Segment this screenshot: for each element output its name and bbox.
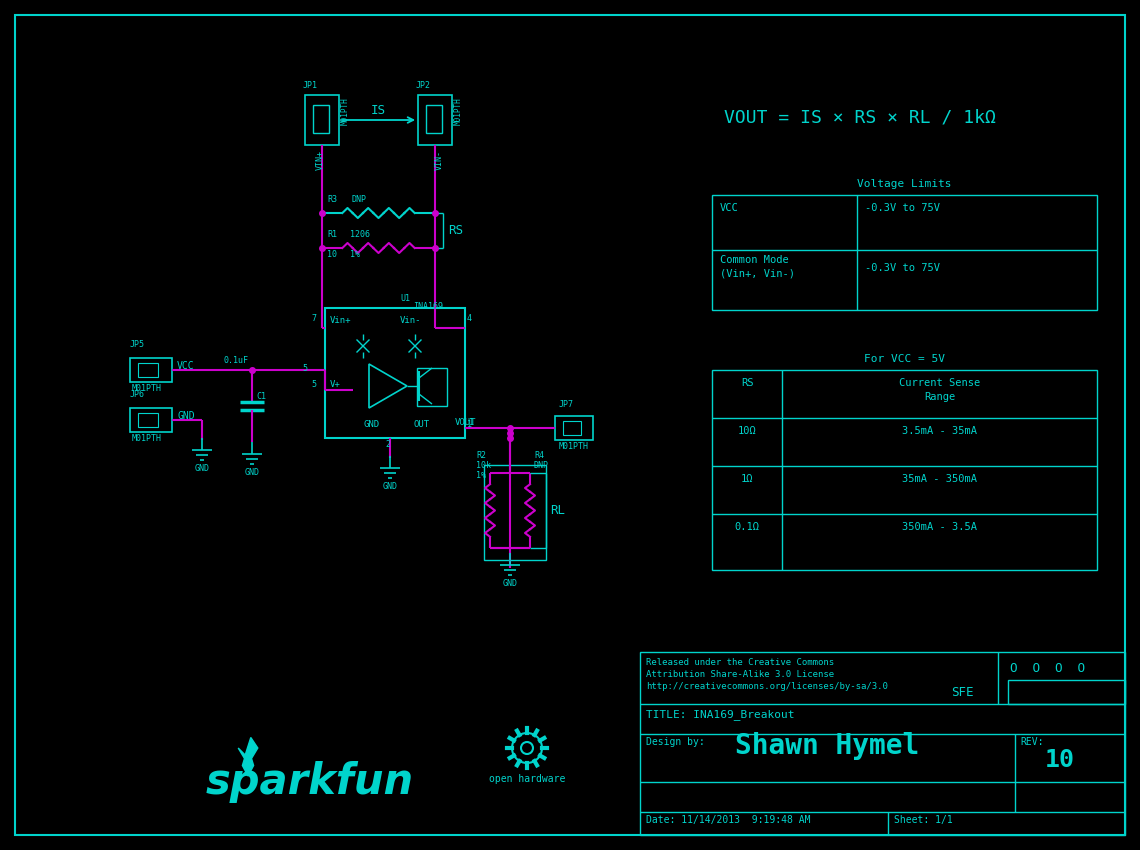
- Text: VOUT: VOUT: [455, 418, 477, 427]
- Text: GND: GND: [383, 482, 398, 491]
- Bar: [563, 421, 581, 435]
- Text: INA169: INA169: [413, 302, 443, 311]
- Text: 1%: 1%: [350, 250, 360, 259]
- Text: 0.1uF: 0.1uF: [223, 356, 249, 365]
- Bar: [325, 308, 465, 438]
- Text: (Vin+, Vin-): (Vin+, Vin-): [720, 269, 795, 279]
- Bar: [712, 370, 1097, 570]
- Text: 2: 2: [385, 440, 390, 449]
- Text: -0.3V to 75V: -0.3V to 75V: [865, 203, 940, 213]
- Text: 1Ω: 1Ω: [741, 474, 754, 484]
- Bar: [314, 105, 329, 133]
- Text: For VCC = 5V: For VCC = 5V: [864, 354, 945, 364]
- Text: VOUT = IS × RS × RL / 1kΩ: VOUT = IS × RS × RL / 1kΩ: [724, 108, 996, 126]
- Text: open hardware: open hardware: [489, 774, 565, 784]
- Text: VCC: VCC: [177, 361, 195, 371]
- Text: 10: 10: [327, 250, 337, 259]
- Text: GND: GND: [195, 464, 210, 473]
- Text: DNP: DNP: [352, 195, 367, 204]
- Text: Shawn Hymel: Shawn Hymel: [735, 732, 919, 760]
- Bar: [138, 413, 158, 427]
- Text: JP7: JP7: [559, 400, 575, 409]
- Text: 10: 10: [1045, 748, 1075, 772]
- Text: OUT: OUT: [413, 420, 429, 429]
- Text: 1%: 1%: [477, 471, 486, 480]
- Text: C1: C1: [256, 392, 266, 401]
- Text: Range: Range: [925, 392, 955, 402]
- Text: VIN+: VIN+: [316, 150, 325, 170]
- Text: Common Mode: Common Mode: [720, 255, 789, 265]
- Text: 1206: 1206: [350, 230, 371, 239]
- Text: JP5: JP5: [130, 340, 145, 349]
- Text: SFE: SFE: [951, 686, 974, 699]
- Text: 5: 5: [302, 364, 307, 372]
- Bar: [130, 358, 172, 382]
- Polygon shape: [238, 738, 258, 776]
- Text: GND: GND: [363, 420, 380, 429]
- Text: 7: 7: [311, 314, 316, 323]
- Text: JP2: JP2: [416, 81, 431, 90]
- Text: M01PTH: M01PTH: [132, 384, 162, 393]
- Text: GND: GND: [503, 579, 518, 588]
- Text: Vin+: Vin+: [329, 316, 351, 325]
- Bar: [130, 408, 172, 432]
- Text: DNP: DNP: [534, 461, 549, 470]
- Text: JP6: JP6: [130, 390, 145, 399]
- Bar: [484, 465, 546, 560]
- Text: 10Ω: 10Ω: [738, 426, 756, 436]
- Text: 0.1Ω: 0.1Ω: [734, 522, 759, 532]
- Bar: [417, 368, 447, 406]
- Text: 5: 5: [311, 380, 316, 389]
- Text: R3: R3: [327, 195, 337, 204]
- Text: Date: 11/14/2013  9:19:48 AM: Date: 11/14/2013 9:19:48 AM: [646, 815, 811, 825]
- Bar: [138, 363, 158, 377]
- Text: VIN-: VIN-: [434, 150, 443, 170]
- Text: R4: R4: [534, 451, 544, 460]
- Text: TITLE: INA169_Breakout: TITLE: INA169_Breakout: [646, 709, 795, 720]
- Text: R2: R2: [477, 451, 486, 460]
- Text: 35mA - 350mA: 35mA - 350mA: [903, 474, 977, 484]
- Text: Voltage Limits: Voltage Limits: [857, 179, 952, 189]
- Text: M01PTH: M01PTH: [559, 442, 589, 451]
- Text: GND: GND: [177, 411, 195, 421]
- Text: Sheet: 1/1: Sheet: 1/1: [894, 815, 953, 825]
- Text: IS: IS: [370, 104, 386, 117]
- Text: M01PTH: M01PTH: [341, 97, 350, 125]
- Text: JP1: JP1: [303, 81, 318, 90]
- Text: RL: RL: [549, 504, 565, 517]
- Text: M01PTH: M01PTH: [132, 434, 162, 443]
- Text: 1: 1: [467, 420, 472, 429]
- Text: Current Sense: Current Sense: [899, 378, 980, 388]
- Text: Released under the Creative Commons
Attribution Share-Alike 3.0 License
http://c: Released under the Creative Commons Attr…: [646, 658, 888, 690]
- Bar: [306, 95, 339, 145]
- Bar: [712, 195, 1097, 310]
- Text: RS: RS: [448, 224, 463, 237]
- Text: 10k: 10k: [477, 461, 491, 470]
- Bar: [1008, 680, 1125, 704]
- Text: Vin-: Vin-: [400, 316, 422, 325]
- Text: VCC: VCC: [720, 203, 739, 213]
- Bar: [418, 95, 451, 145]
- Text: Design by:: Design by:: [646, 737, 705, 747]
- Text: GND: GND: [244, 468, 260, 477]
- Text: -0.3V to 75V: -0.3V to 75V: [865, 263, 940, 273]
- Text: M01PTH: M01PTH: [454, 97, 463, 125]
- Text: O  O  O  O: O O O O: [1010, 662, 1085, 675]
- Bar: [640, 652, 1125, 835]
- Text: sparkfun: sparkfun: [206, 761, 414, 803]
- Text: 1: 1: [469, 418, 474, 427]
- Bar: [426, 105, 442, 133]
- Bar: [555, 416, 593, 440]
- Text: 350mA - 3.5A: 350mA - 3.5A: [903, 522, 977, 532]
- Text: REV:: REV:: [1020, 737, 1043, 747]
- Text: V+: V+: [329, 380, 341, 389]
- Text: R1: R1: [327, 230, 337, 239]
- Text: 3.5mA - 35mA: 3.5mA - 35mA: [903, 426, 977, 436]
- Text: 4: 4: [467, 314, 472, 323]
- Text: U1: U1: [400, 294, 410, 303]
- Text: RS: RS: [741, 378, 754, 388]
